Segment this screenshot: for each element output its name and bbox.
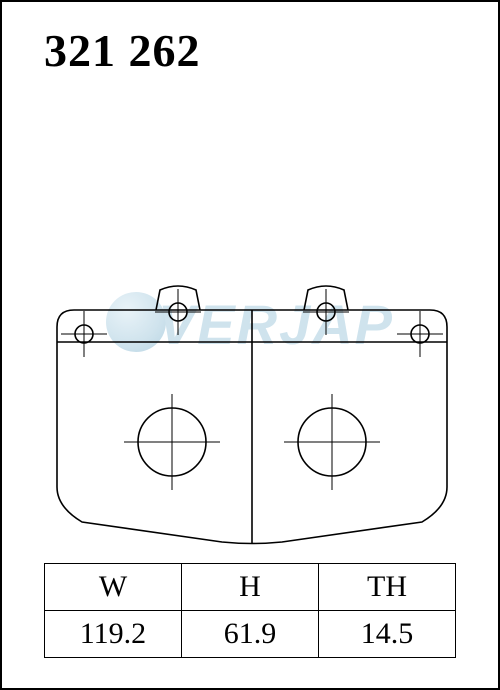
brake-pad-svg xyxy=(2,112,500,562)
technical-drawing xyxy=(2,112,498,558)
dim-header: W xyxy=(45,564,182,611)
dim-value: 14.5 xyxy=(319,611,456,658)
table-row: W H TH xyxy=(45,564,456,611)
spec-card: 321 262 VERJAP W H TH 119.2 61.9 14.5 xyxy=(0,0,500,690)
dim-header: TH xyxy=(319,564,456,611)
part-number: 321 262 xyxy=(44,24,201,77)
dim-header: H xyxy=(182,564,319,611)
dim-value: 61.9 xyxy=(182,611,319,658)
dim-value: 119.2 xyxy=(45,611,182,658)
table-row: 119.2 61.9 14.5 xyxy=(45,611,456,658)
dimensions-table: W H TH 119.2 61.9 14.5 xyxy=(44,563,456,658)
